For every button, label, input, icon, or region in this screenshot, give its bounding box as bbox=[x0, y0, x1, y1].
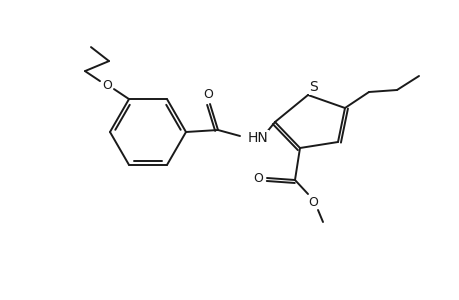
Text: O: O bbox=[252, 172, 263, 184]
Text: HN: HN bbox=[247, 131, 268, 145]
Text: O: O bbox=[308, 196, 317, 208]
Text: O: O bbox=[202, 88, 213, 100]
Text: O: O bbox=[102, 79, 112, 92]
Text: S: S bbox=[309, 80, 318, 94]
